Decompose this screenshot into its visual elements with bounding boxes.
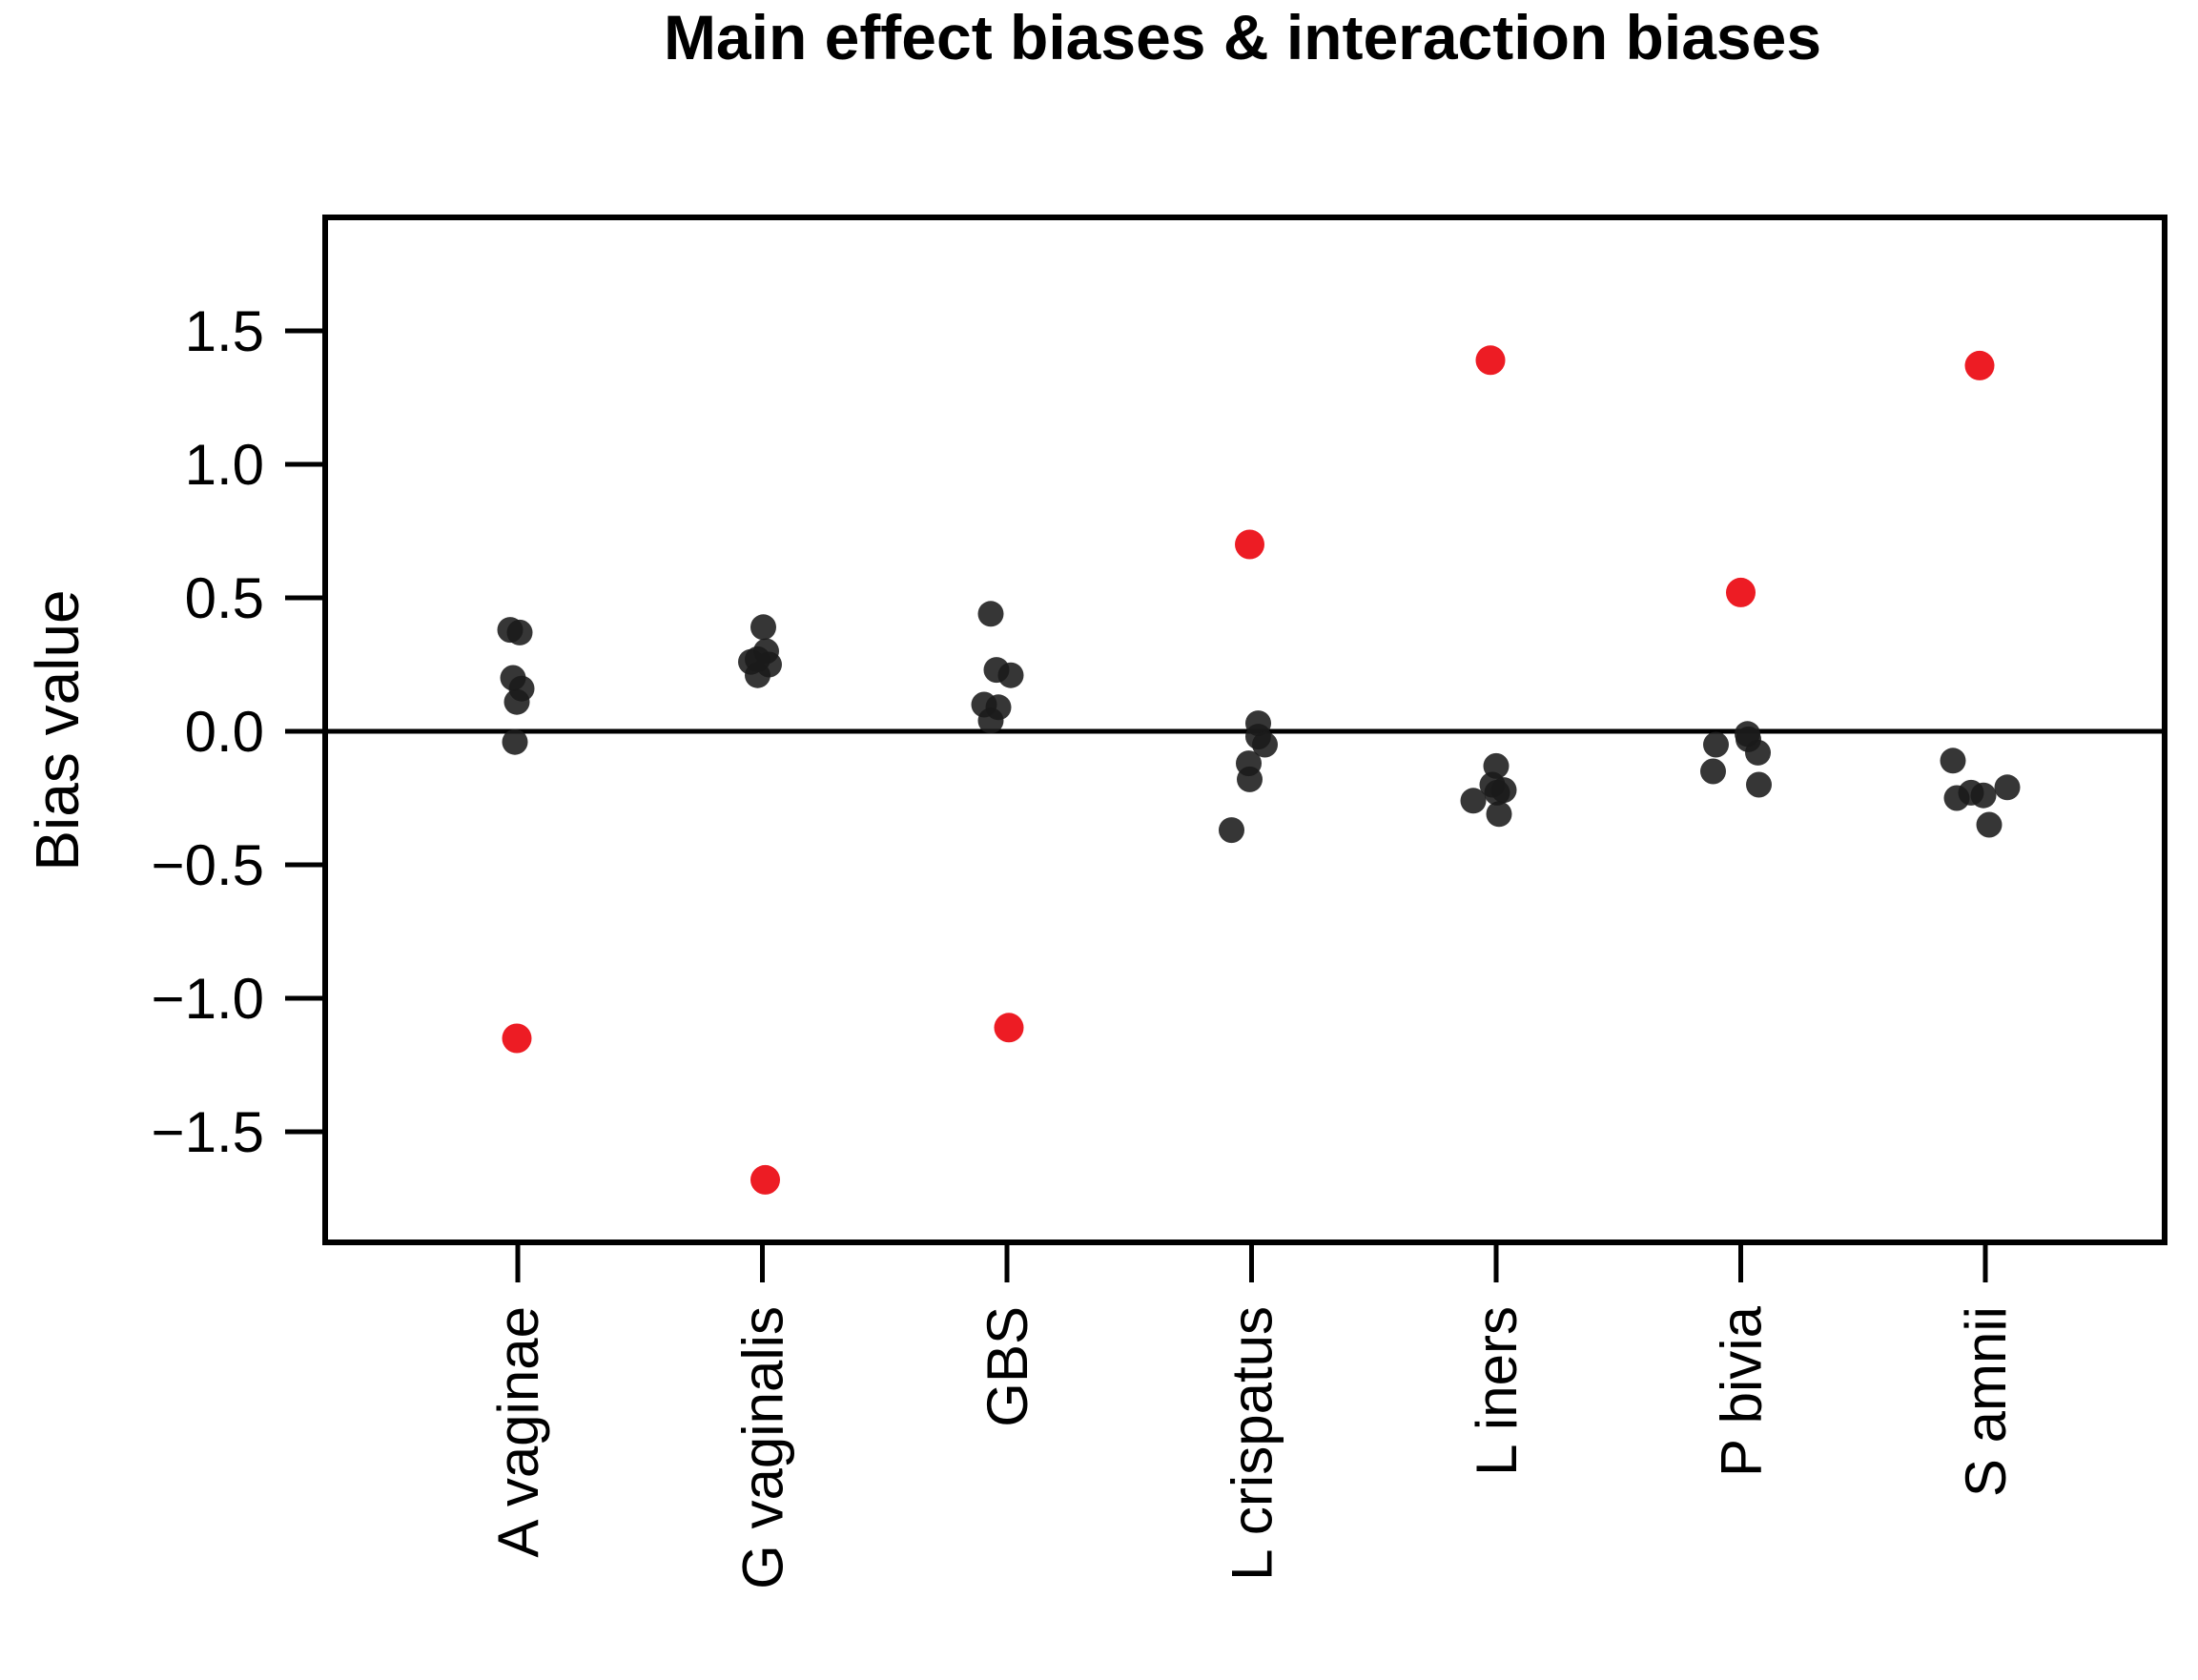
black-data-point — [1970, 782, 1997, 809]
y-tick-label: −1.5 — [152, 1100, 264, 1164]
x-category-label: S amnii — [1954, 1306, 2018, 1497]
y-axis-label: Bias value — [23, 589, 92, 871]
red-data-point — [502, 1023, 532, 1054]
black-data-point — [1940, 748, 1966, 774]
black-data-point — [506, 619, 533, 645]
black-data-point — [503, 688, 530, 715]
black-data-point — [1745, 739, 1771, 766]
black-data-point — [1486, 801, 1512, 828]
x-category-label: GBS — [976, 1306, 1039, 1427]
black-data-point — [750, 614, 776, 641]
plot-content: 1.5 1.0 0.5 0.0 −0.5 −1.0 −1.5 A vaginae G vagin… — [152, 215, 2167, 1589]
red-data-point — [1726, 577, 1756, 607]
black-data-point — [1976, 811, 2003, 838]
y-tick-label: 1.5 — [185, 299, 264, 363]
red-data-point — [1964, 350, 1995, 380]
black-data-point — [1703, 731, 1729, 758]
black-data-point — [1219, 817, 1244, 844]
y-tick-label: −1.0 — [152, 967, 264, 1031]
x-category-label: G vaginalis — [731, 1306, 795, 1589]
black-data-point — [977, 601, 1004, 627]
black-data-point — [977, 707, 1004, 734]
y-tick-label: −0.5 — [152, 833, 264, 897]
chart-title: Main effect biases & interaction biases — [664, 2, 1821, 72]
red-data-point — [994, 1013, 1024, 1043]
black-data-point — [1994, 774, 2021, 801]
black-data-point — [502, 728, 528, 755]
x-category-label: P bivia — [1710, 1305, 1774, 1477]
x-category-label: A vaginae — [486, 1306, 550, 1558]
black-data-point — [1943, 785, 1970, 811]
black-data-point — [1700, 758, 1726, 785]
black-data-point — [1460, 788, 1487, 814]
red-data-point — [1235, 529, 1264, 560]
black-data-point — [997, 662, 1024, 688]
red-data-point — [1475, 345, 1506, 376]
black-data-point — [1484, 779, 1510, 806]
black-data-point — [745, 662, 770, 688]
y-tick-label: 0.0 — [185, 700, 264, 764]
x-category-label: L iners — [1465, 1306, 1529, 1476]
black-data-point — [1252, 731, 1278, 758]
black-data-point — [1237, 766, 1263, 792]
black-data-point — [1746, 771, 1772, 798]
red-data-point — [750, 1164, 780, 1195]
y-tick-label: 0.5 — [185, 566, 264, 630]
y-tick-label: 1.0 — [185, 433, 264, 497]
x-category-label: L crispatus — [1221, 1306, 1284, 1581]
